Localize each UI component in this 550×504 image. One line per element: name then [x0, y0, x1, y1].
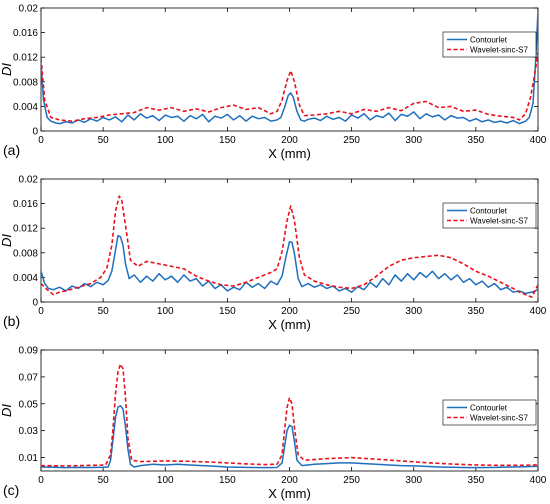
series-line-contourlet — [41, 11, 538, 125]
legend-box — [442, 399, 537, 426]
y-tick-label: 0.05 — [19, 399, 39, 410]
panel-label: (b) — [3, 313, 20, 329]
series-line-contourlet — [41, 405, 538, 469]
x-tick-label: 250 — [343, 135, 360, 146]
y-tick-label: 0.004 — [13, 102, 38, 113]
x-tick-label: 300 — [405, 135, 422, 146]
legend-box — [442, 202, 537, 229]
x-tick-label: 0 — [38, 135, 44, 146]
legend-label: Contourlet — [470, 404, 508, 413]
x-tick-label: 250 — [343, 306, 360, 317]
y-tick-label: 0.008 — [13, 77, 38, 88]
chart-panel-b: 0 50 100 150 200 250 300 350 400 0 0.004 0.008 0.012… — [0, 175, 547, 333]
y-tick-label: 0.004 — [13, 273, 38, 284]
series-line-wavelet-sinc-s7 — [41, 363, 538, 467]
x-tick-label: 400 — [530, 475, 547, 486]
chart-panel-a: 0 50 100 150 200 250 300 350 400 0 0.004 0.008 0.012… — [0, 4, 547, 162]
x-axis-label: X (mm) — [268, 146, 311, 161]
series-line-wavelet-sinc-s7 — [41, 52, 538, 122]
y-tick-label: 0.09 — [19, 346, 39, 357]
x-tick-label: 0 — [38, 475, 44, 486]
x-tick-label: 300 — [405, 475, 422, 486]
x-tick-label: 400 — [530, 135, 547, 146]
legend-label: Wavelet-sinc-S7 — [470, 414, 528, 423]
legend-label: Wavelet-sinc-S7 — [470, 217, 528, 226]
y-tick-label: 0.03 — [19, 426, 39, 437]
x-tick-label: 400 — [530, 306, 547, 317]
y-tick-label: 0 — [32, 127, 38, 138]
y-tick-label: 0.016 — [13, 199, 38, 210]
x-axis-label: X (mm) — [268, 317, 311, 332]
y-tick-label: 0.016 — [13, 28, 38, 39]
x-tick-label: 200 — [281, 135, 298, 146]
y-tick-label: 0.01 — [19, 453, 39, 464]
x-tick-label: 300 — [405, 306, 422, 317]
x-tick-label: 150 — [219, 475, 236, 486]
plot-area — [40, 178, 539, 303]
y-tick-label: 0.02 — [19, 4, 39, 15]
y-tick-label: 0 — [32, 298, 38, 309]
legend-label: Contourlet — [470, 207, 508, 216]
y-tick-label: 0.012 — [13, 53, 38, 64]
y-tick-label: 0.02 — [19, 175, 39, 186]
x-axis-label: X (mm) — [268, 486, 311, 501]
x-tick-label: 350 — [468, 475, 485, 486]
y-axis-label: DI — [0, 63, 14, 76]
y-tick-label: 0.07 — [19, 372, 39, 383]
plot-area — [40, 7, 539, 132]
x-tick-label: 350 — [468, 135, 485, 146]
legend-label: Contourlet — [470, 36, 508, 45]
y-axis-label: DI — [0, 234, 14, 247]
y-tick-label: 0.012 — [13, 224, 38, 235]
panel-label: (a) — [3, 142, 20, 158]
x-tick-label: 100 — [157, 475, 174, 486]
legend-box — [442, 31, 537, 58]
x-tick-label: 200 — [281, 475, 298, 486]
x-tick-label: 150 — [219, 306, 236, 317]
x-tick-label: 100 — [157, 306, 174, 317]
x-tick-label: 0 — [38, 306, 44, 317]
panel-label: (c) — [3, 482, 19, 498]
x-tick-label: 150 — [219, 135, 236, 146]
x-tick-label: 50 — [98, 306, 110, 317]
legend-label: Wavelet-sinc-S7 — [470, 46, 528, 55]
x-tick-label: 50 — [98, 135, 110, 146]
x-tick-label: 250 — [343, 475, 360, 486]
chart-panel-c: 0 50 100 150 200 250 300 350 400 0.01 0.03 0.05 0.07… — [0, 346, 547, 502]
x-tick-label: 200 — [281, 306, 298, 317]
x-tick-label: 100 — [157, 135, 174, 146]
x-tick-label: 50 — [98, 475, 110, 486]
y-axis-label: DI — [0, 404, 14, 417]
series-line-contourlet — [41, 234, 538, 295]
y-tick-label: 0.008 — [13, 248, 38, 259]
x-tick-label: 350 — [468, 306, 485, 317]
